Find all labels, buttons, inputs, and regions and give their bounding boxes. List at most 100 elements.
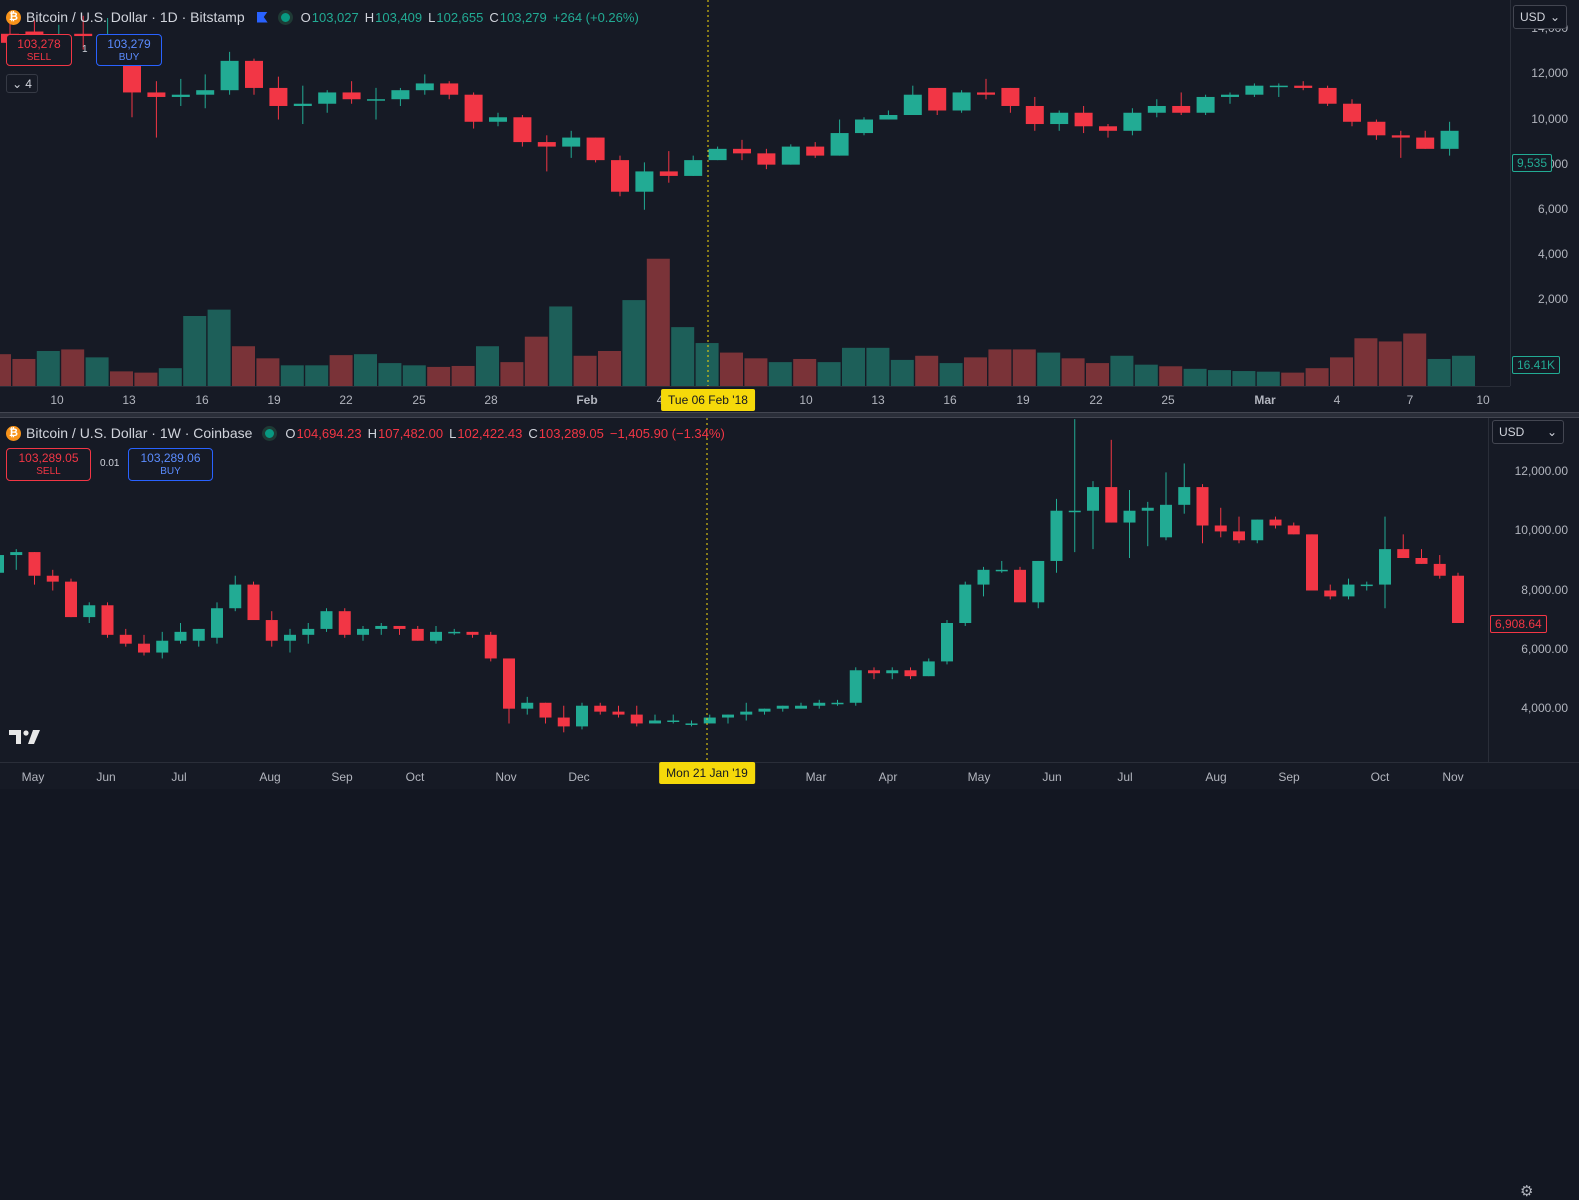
price-tick-label: 4,000 bbox=[1537, 246, 1568, 261]
candle-body bbox=[1324, 590, 1337, 597]
volume-bar bbox=[1452, 355, 1475, 386]
candle-body bbox=[521, 702, 534, 709]
price-scale[interactable]: 12,000.00 10,000.00 8,000.00 6,000.00 4,000.… bbox=[1488, 418, 1579, 762]
volume-tag: 16.41K bbox=[1512, 356, 1561, 374]
candle-body bbox=[659, 171, 678, 176]
time-tick-label: Jul bbox=[1117, 770, 1133, 784]
candle-body bbox=[415, 83, 434, 91]
sell-button[interactable]: 103,278 SELL bbox=[6, 34, 72, 66]
volume-bar bbox=[12, 358, 36, 386]
volume-bar bbox=[1354, 338, 1378, 386]
candle-body bbox=[489, 117, 507, 122]
open-value: 103,027 bbox=[311, 9, 359, 25]
volume-bar bbox=[85, 357, 109, 386]
gear-icon[interactable]: ⚙ bbox=[1520, 1183, 1534, 1200]
price-tick-label: 2,000 bbox=[1537, 292, 1568, 306]
volume-bar bbox=[110, 371, 133, 386]
candle-body bbox=[1415, 558, 1428, 564]
buy-button[interactable]: 103,279 BUY bbox=[96, 34, 162, 66]
volume-bar bbox=[207, 309, 231, 386]
volume-bar bbox=[768, 362, 792, 386]
volume-bar bbox=[646, 258, 670, 386]
volume-bar bbox=[476, 346, 499, 386]
candle-body bbox=[1269, 519, 1282, 526]
time-tick-label: Apr bbox=[878, 770, 898, 784]
time-tick-label: 7 bbox=[1406, 393, 1414, 407]
chevron-down-icon: ⌄ bbox=[12, 76, 23, 91]
sell-button[interactable]: 103,289.05 SELL bbox=[6, 448, 91, 481]
volume-bar bbox=[354, 354, 377, 386]
indicators-collapse-button[interactable]: ⌄ 4 bbox=[6, 74, 38, 93]
flag-icon[interactable] bbox=[256, 11, 268, 23]
candle-body bbox=[338, 611, 351, 635]
currency-value: USD bbox=[1499, 425, 1525, 439]
chart-pane-daily[interactable]: ₿ Bitcoin / U.S. Dollar · 1D · Bitstamp … bbox=[0, 0, 1579, 412]
sell-price: 103,278 bbox=[17, 37, 61, 51]
close-value: 103,289.05 bbox=[538, 425, 604, 441]
low-label: L bbox=[449, 425, 457, 441]
time-tick-label: 22 bbox=[339, 393, 353, 407]
chart-pane-weekly[interactable]: ₿ Bitcoin / U.S. Dollar · 1W · Coinbase … bbox=[0, 418, 1579, 1200]
candle-body bbox=[74, 33, 93, 37]
volume-bar bbox=[232, 346, 255, 386]
symbol-title[interactable]: Bitcoin / U.S. Dollar · 1D · Bitstamp bbox=[26, 9, 245, 25]
volume-bar bbox=[1134, 364, 1158, 386]
currency-select[interactable]: USD ⌄ bbox=[1492, 420, 1564, 444]
candle-body bbox=[411, 628, 424, 641]
candle-body bbox=[1391, 135, 1410, 138]
buy-price: 103,279 bbox=[107, 37, 151, 51]
tradingview-logo[interactable] bbox=[9, 728, 41, 746]
volume-bar bbox=[1256, 371, 1280, 386]
indicator-count: 4 bbox=[25, 76, 32, 91]
weekly-chart-canvas[interactable] bbox=[0, 418, 1488, 762]
currency-select[interactable]: USD ⌄ bbox=[1513, 5, 1567, 29]
candle-body bbox=[703, 717, 716, 724]
volume-bar bbox=[1012, 349, 1036, 386]
candle-body bbox=[318, 92, 337, 104]
price-tick-label: 12,000.00 bbox=[1514, 464, 1568, 479]
candle-body bbox=[269, 87, 288, 106]
open-label: O bbox=[285, 425, 296, 441]
time-tick-label: 4 bbox=[656, 393, 664, 407]
time-tick-label: Sep bbox=[331, 770, 353, 784]
candle-body bbox=[758, 708, 771, 712]
price-tick-label: 4,000.00 bbox=[1521, 700, 1568, 715]
time-scale[interactable]: May Jun Jul Aug Sep Oct Nov Dec Mar Apr May Jun Jul A… bbox=[0, 762, 1579, 789]
candle-body bbox=[667, 720, 680, 722]
change-value: −1,405.90 (−1.34%) bbox=[609, 425, 725, 441]
volume-bar bbox=[842, 347, 865, 386]
daily-chart-canvas[interactable] bbox=[0, 0, 1510, 412]
time-scale[interactable]: 10131619222528Feb47101316192225Mar4710 bbox=[0, 386, 1510, 413]
volume-bar bbox=[1427, 358, 1451, 386]
time-tick-label: 25 bbox=[1161, 393, 1175, 407]
candle-body bbox=[503, 658, 515, 709]
volume-bar bbox=[573, 355, 597, 386]
candle-body bbox=[868, 670, 880, 674]
candle-body bbox=[513, 117, 532, 143]
candle-body bbox=[903, 94, 922, 116]
candle-body bbox=[1245, 85, 1264, 95]
volume-bar bbox=[915, 355, 939, 386]
time-tick-label: May bbox=[967, 770, 991, 784]
symbol-title[interactable]: Bitcoin / U.S. Dollar · 1W · Coinbase bbox=[26, 425, 253, 441]
candle-body bbox=[977, 569, 990, 585]
buy-button[interactable]: 103,289.06 BUY bbox=[128, 448, 213, 481]
candle-body bbox=[537, 142, 556, 147]
volume-bar bbox=[744, 358, 768, 386]
buy-label: BUY bbox=[118, 52, 140, 63]
candle-body bbox=[795, 705, 807, 709]
time-tick-label: 19 bbox=[1016, 393, 1030, 407]
candle-body bbox=[1214, 525, 1227, 532]
candle-body bbox=[1050, 112, 1069, 125]
volume-bar bbox=[61, 349, 85, 386]
candle-body bbox=[886, 670, 899, 674]
volume-bar bbox=[720, 352, 743, 386]
chevron-down-icon: ⌄ bbox=[1546, 425, 1557, 439]
spread-value: 0.01 bbox=[100, 458, 120, 469]
pane-divider[interactable] bbox=[0, 412, 1579, 418]
candle-body bbox=[357, 628, 369, 635]
candle-body bbox=[879, 115, 898, 120]
price-tick-label: 6,000 bbox=[1537, 201, 1568, 216]
volume-bar bbox=[1378, 341, 1402, 386]
